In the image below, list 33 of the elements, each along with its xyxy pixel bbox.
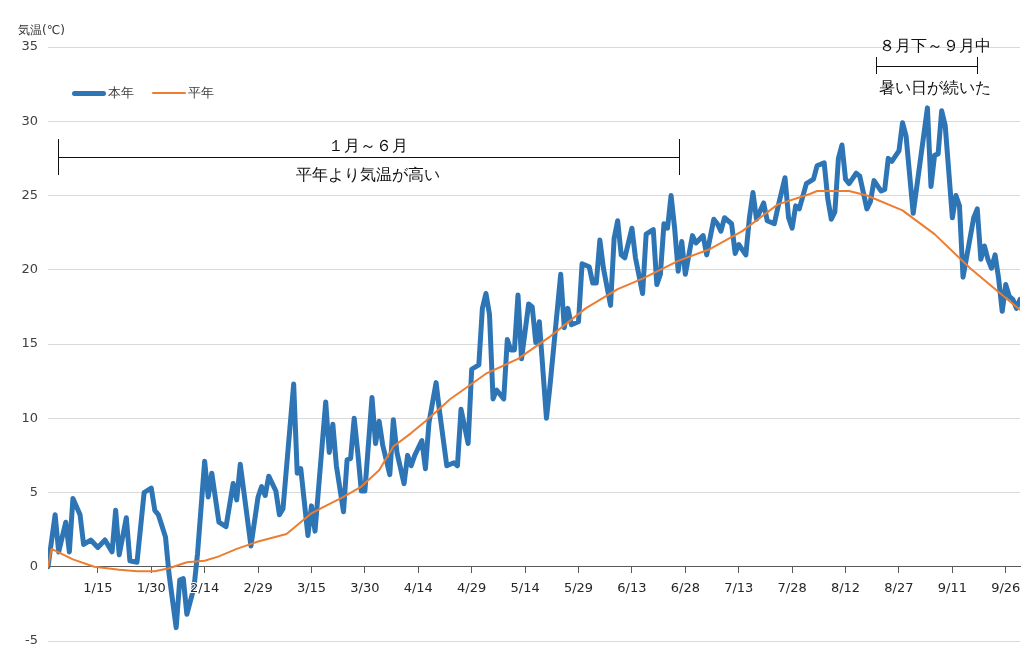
y-tick-label: 20	[21, 261, 38, 277]
legend-label: 本年	[108, 84, 134, 102]
x-tick-label: 4/14	[403, 579, 433, 595]
y-tick-label: -5	[25, 632, 38, 648]
y-tick-label: 15	[21, 335, 38, 351]
x-tick-label: 8/27	[884, 579, 914, 595]
annotation: ８月下～９月中	[879, 36, 991, 57]
x-tick-label: 5/14	[510, 579, 540, 595]
x-tick-label: 3/15	[296, 579, 327, 595]
y-axis-title: 気温(℃)	[18, 22, 65, 39]
x-tick-label: 1/30	[136, 579, 166, 595]
x-tick-label: 4/29	[457, 579, 487, 595]
x-tick-label: 7/13	[724, 579, 754, 595]
annotation: １月～６月	[328, 136, 408, 157]
annotation: 平年より気温が高い	[296, 165, 440, 186]
x-tick-label: 6/13	[617, 579, 647, 595]
y-tick-label: 35	[21, 38, 38, 54]
x-tick-label: 1/15	[83, 579, 113, 595]
y-tick-label: 30	[21, 112, 38, 128]
x-tick-label: 6/28	[670, 579, 700, 595]
x-tick-label: 2/29	[243, 579, 273, 595]
x-tick-label: 5/29	[563, 579, 594, 595]
x-tick-label: 9/11	[937, 579, 967, 595]
y-tick-label: 0	[29, 558, 38, 574]
y-tick-label: 5	[29, 483, 38, 499]
annotation: 暑い日が続いた	[879, 78, 991, 99]
x-tick-label: 9/26	[991, 579, 1021, 595]
legend-label: 平年	[188, 84, 214, 102]
x-tick-label: 7/28	[777, 579, 807, 595]
x-tick-label: 8/12	[830, 579, 861, 595]
y-tick-label: 25	[21, 186, 38, 202]
x-tick-label: 3/30	[350, 579, 380, 595]
y-tick-label: 10	[21, 409, 38, 425]
